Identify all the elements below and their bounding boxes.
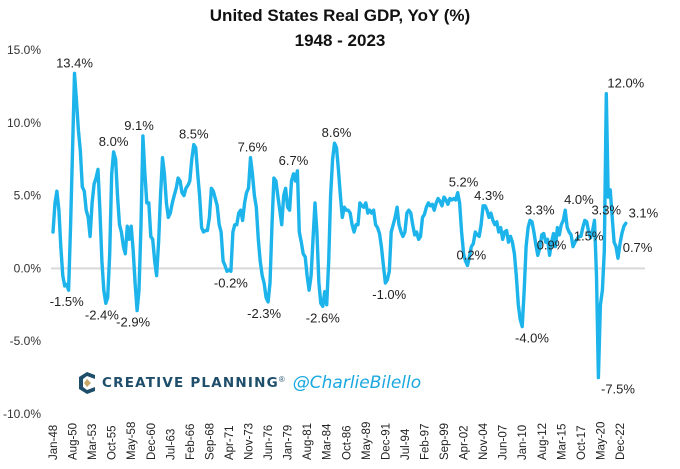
chart-title: United States Real GDP, YoY (%) [209, 6, 471, 25]
data-label: 1.5% [574, 229, 604, 244]
data-label: -2.9% [116, 315, 150, 330]
y-axis: 15.0% 10.0% 5.0% 0.0% -5.0% -10.0% [3, 43, 41, 421]
x-tick-label: May-58 [126, 422, 138, 460]
x-tick-label: Feb-97 [419, 424, 431, 460]
x-tick-label: Oct-55 [107, 425, 119, 460]
x-tick-label: Aug-50 [68, 423, 80, 460]
data-label: 0.9% [537, 237, 567, 252]
creative-planning-logo-icon [79, 372, 95, 394]
y-tick-label: 15.0% [7, 43, 41, 57]
x-tick-label: Sep-99 [439, 423, 451, 460]
x-tick-label: Jul-94 [400, 428, 412, 460]
data-label: -0.2% [214, 275, 248, 290]
x-tick-label: Dec-22 [615, 423, 627, 460]
company-name: CREATIVE PLANNING [102, 375, 279, 391]
x-tick-label: Aug-81 [302, 423, 314, 460]
data-label: 4.3% [474, 188, 504, 203]
x-tick-label: Feb-66 [185, 424, 197, 460]
x-tick-label: Nov-04 [478, 422, 490, 460]
author-handle: @CharlieBilello [292, 373, 422, 393]
chart-subtitle: 1948 - 2023 [294, 31, 386, 50]
data-label: 0.2% [457, 247, 487, 262]
y-tick-label: 0.0% [14, 261, 42, 275]
data-label: -2.6% [306, 310, 340, 325]
data-label: 6.7% [279, 153, 309, 168]
x-tick-label: May-89 [361, 422, 373, 460]
x-tick-label: Apr-71 [224, 425, 236, 460]
data-label: -7.5% [601, 382, 635, 397]
x-tick-label: Mar-53 [87, 424, 99, 460]
x-tick-label: Apr-02 [459, 425, 471, 460]
x-tick-label: Jan-10 [517, 425, 529, 460]
x-tick-label: Aug-12 [537, 423, 549, 460]
series-line-gdp-yoy [51, 71, 628, 380]
registered-mark: ® [278, 374, 285, 384]
data-label: -4.0% [515, 331, 549, 346]
data-labels: 13.4% -1.5% 8.0% -2.4% 9.1% -2.9% 8.5% -0.2% 7.6… [50, 55, 659, 396]
data-label: 12.0% [607, 76, 644, 91]
x-tick-label: May-20 [595, 422, 607, 460]
data-label: 13.4% [56, 55, 93, 70]
data-label: 9.1% [124, 118, 154, 133]
y-tick-label: 5.0% [14, 189, 42, 203]
data-label: 8.0% [99, 134, 129, 149]
x-tick-label: Jun-07 [498, 425, 510, 460]
data-label: 8.6% [322, 125, 352, 140]
x-tick-label: Dec-60 [146, 423, 158, 460]
data-label: 7.6% [238, 140, 268, 155]
data-label: -1.0% [372, 287, 406, 302]
data-label: 0.7% [623, 240, 653, 255]
branding: CREATIVE PLANNING ® @CharlieBilello [78, 372, 421, 394]
x-tick-label: Jun-76 [263, 425, 275, 460]
y-tick-label: 10.0% [7, 116, 41, 130]
x-tick-label: Mar-84 [322, 423, 334, 460]
data-label: -1.5% [50, 294, 84, 309]
data-label: 3.3% [591, 202, 621, 217]
data-label: 4.0% [564, 192, 594, 207]
y-tick-label: -5.0% [10, 334, 42, 348]
x-tick-label: Sep-68 [204, 423, 216, 460]
x-tick-label: Jan-79 [283, 425, 295, 460]
data-label: 3.1% [629, 205, 659, 220]
y-tick-label: -10.0% [3, 407, 41, 421]
x-tick-label: Oct-86 [341, 425, 353, 460]
x-axis: Jan-48 Aug-50 Mar-53 Oct-55 May-58 Dec-60 Jul-… [48, 422, 627, 460]
data-label: -2.3% [247, 306, 281, 321]
data-label: 3.3% [525, 202, 555, 217]
x-tick-label: Mar-15 [556, 424, 568, 460]
x-tick-label: Dec-91 [380, 423, 392, 460]
data-label: 5.2% [449, 175, 479, 190]
x-tick-label: Jul-63 [165, 429, 177, 460]
x-tick-label: Oct-17 [576, 425, 588, 460]
data-label: 8.5% [179, 127, 209, 142]
x-tick-label: Nov-73 [244, 423, 256, 460]
data-label: -2.4% [85, 307, 119, 322]
x-tick-label: Jan-48 [48, 425, 60, 460]
